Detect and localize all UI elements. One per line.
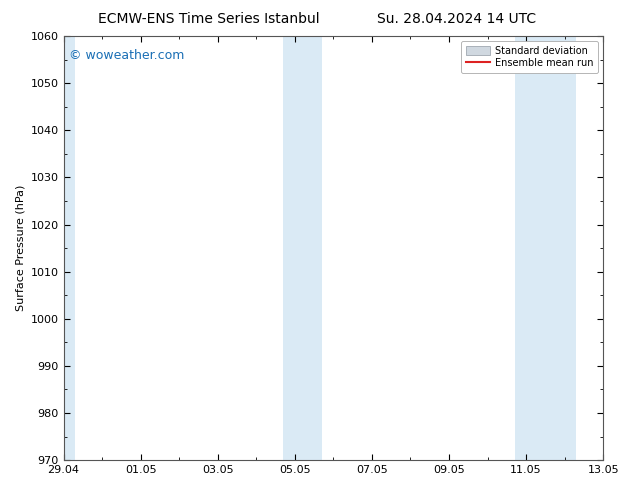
Text: Su. 28.04.2024 14 UTC: Su. 28.04.2024 14 UTC: [377, 12, 536, 26]
Bar: [52, 36, 75, 460]
Legend: Standard deviation, Ensemble mean run: Standard deviation, Ensemble mean run: [461, 41, 598, 73]
Bar: [283, 36, 322, 460]
Text: © woweather.com: © woweather.com: [69, 49, 184, 62]
Y-axis label: Surface Pressure (hPa): Surface Pressure (hPa): [15, 185, 25, 311]
Bar: [515, 36, 576, 460]
Text: ECMW-ENS Time Series Istanbul: ECMW-ENS Time Series Istanbul: [98, 12, 320, 26]
